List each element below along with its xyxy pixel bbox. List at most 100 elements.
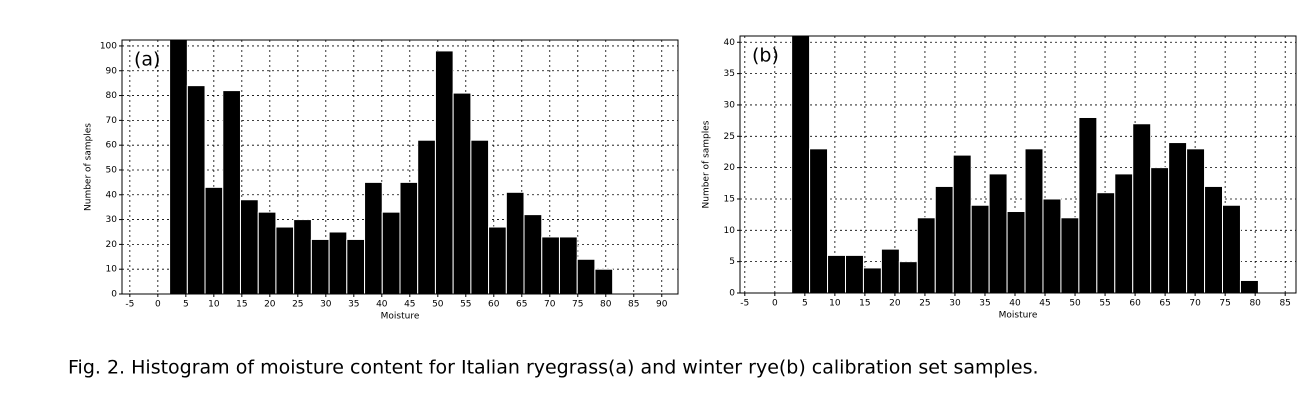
x-tick-label: 5: [183, 300, 189, 310]
panel-label: (b): [752, 45, 779, 67]
bar: [1042, 198, 1062, 293]
bar: [1060, 217, 1080, 293]
bar: [1186, 148, 1206, 293]
bar: [1024, 148, 1044, 293]
bar: [275, 226, 295, 294]
x-tick-label: -5: [740, 299, 749, 309]
x-tick-label: -5: [125, 300, 134, 310]
x-tick-label: 20: [889, 299, 901, 309]
bar: [1132, 123, 1152, 293]
bar: [594, 268, 614, 294]
bar: [1150, 167, 1170, 293]
plot-frame: [121, 39, 679, 295]
x-tick-label: 0: [155, 300, 161, 310]
x-tick-label: 30: [949, 299, 961, 309]
bar: [791, 36, 811, 293]
x-tick-label: 70: [1189, 299, 1201, 309]
bar: [293, 219, 312, 294]
y-tick-label: 10: [106, 265, 118, 275]
x-tick-label: 0: [772, 299, 778, 309]
x-tick-label: 85: [628, 300, 639, 310]
bar: [988, 173, 1008, 293]
bar: [523, 214, 543, 294]
x-tick-label: 70: [544, 300, 556, 310]
plot-frame: [739, 35, 1297, 294]
y-tick-label: 25: [724, 132, 735, 142]
x-tick-label: 25: [919, 299, 930, 309]
x-tick-label: 25: [292, 300, 303, 310]
bar: [186, 85, 206, 294]
bar: [470, 139, 490, 294]
bar: [399, 181, 419, 294]
bar: [898, 261, 918, 293]
bar: [1239, 279, 1259, 293]
y-tick-label: 0: [111, 290, 117, 300]
bar: [809, 148, 829, 293]
x-tick-label: 55: [1099, 299, 1110, 309]
y-tick-label: 70: [106, 116, 118, 126]
bar: [1078, 116, 1098, 293]
bar: [505, 191, 525, 294]
x-tick-label: 60: [488, 300, 500, 310]
x-tick-label: 80: [600, 300, 612, 310]
y-tick-label: 35: [724, 69, 735, 79]
x-tick-label: 50: [432, 300, 444, 310]
bar: [1006, 211, 1026, 293]
y-tick-label: 30: [106, 215, 118, 225]
x-tick-label: 5: [802, 299, 808, 309]
y-tick-label: 20: [106, 240, 118, 250]
y-tick-label: 40: [106, 190, 118, 200]
bar: [558, 236, 578, 294]
bar: [934, 185, 954, 293]
x-tick-label: 90: [656, 300, 668, 310]
y-axis-label: Number of samples: [702, 120, 712, 208]
bar: [381, 211, 401, 294]
plot-area: [122, 40, 678, 294]
bar: [346, 238, 366, 294]
y-tick-label: 50: [106, 165, 118, 175]
y-tick-label: 0: [729, 289, 735, 299]
bar: [257, 211, 277, 294]
x-tick-label: 55: [460, 300, 471, 310]
caption: Fig. 2. Histogram of moisture content fo…: [68, 357, 1039, 379]
x-tick-label: 45: [1039, 299, 1050, 309]
x-tick-label: 40: [376, 300, 388, 310]
x-tick-label: 75: [572, 300, 583, 310]
bar: [488, 226, 507, 294]
x-tick-label: 10: [829, 299, 841, 309]
bar: [239, 199, 259, 294]
bar: [952, 154, 972, 293]
y-tick-label: 10: [724, 226, 736, 236]
y-tick-label: 60: [106, 141, 118, 151]
bar: [310, 238, 330, 294]
bar: [541, 236, 560, 294]
y-tick-label: 20: [724, 163, 736, 173]
x-tick-label: 35: [348, 300, 359, 310]
x-tick-label: 30: [320, 300, 332, 310]
bar: [1114, 173, 1134, 293]
bar: [1204, 185, 1224, 293]
bar: [328, 231, 348, 294]
x-tick-label: 10: [208, 300, 220, 310]
y-tick-label: 5: [729, 257, 735, 267]
x-tick-label: 15: [859, 299, 870, 309]
bar: [417, 139, 436, 294]
x-tick-label: 65: [1159, 299, 1170, 309]
y-tick-label: 90: [106, 66, 118, 76]
y-tick-label: 100: [100, 41, 117, 51]
x-axis-label: Moisture: [381, 312, 420, 322]
bar: [844, 254, 864, 293]
bar: [222, 90, 241, 294]
y-tick-label: 40: [724, 38, 736, 48]
bar: [880, 248, 900, 293]
bar: [452, 92, 472, 294]
bar: [576, 258, 596, 294]
x-tick-label: 65: [516, 300, 527, 310]
x-tick-label: 35: [979, 299, 990, 309]
bar: [862, 267, 882, 293]
y-tick-label: 30: [724, 100, 736, 110]
bar: [827, 254, 846, 293]
bar: [970, 204, 990, 293]
bar: [1222, 204, 1241, 293]
